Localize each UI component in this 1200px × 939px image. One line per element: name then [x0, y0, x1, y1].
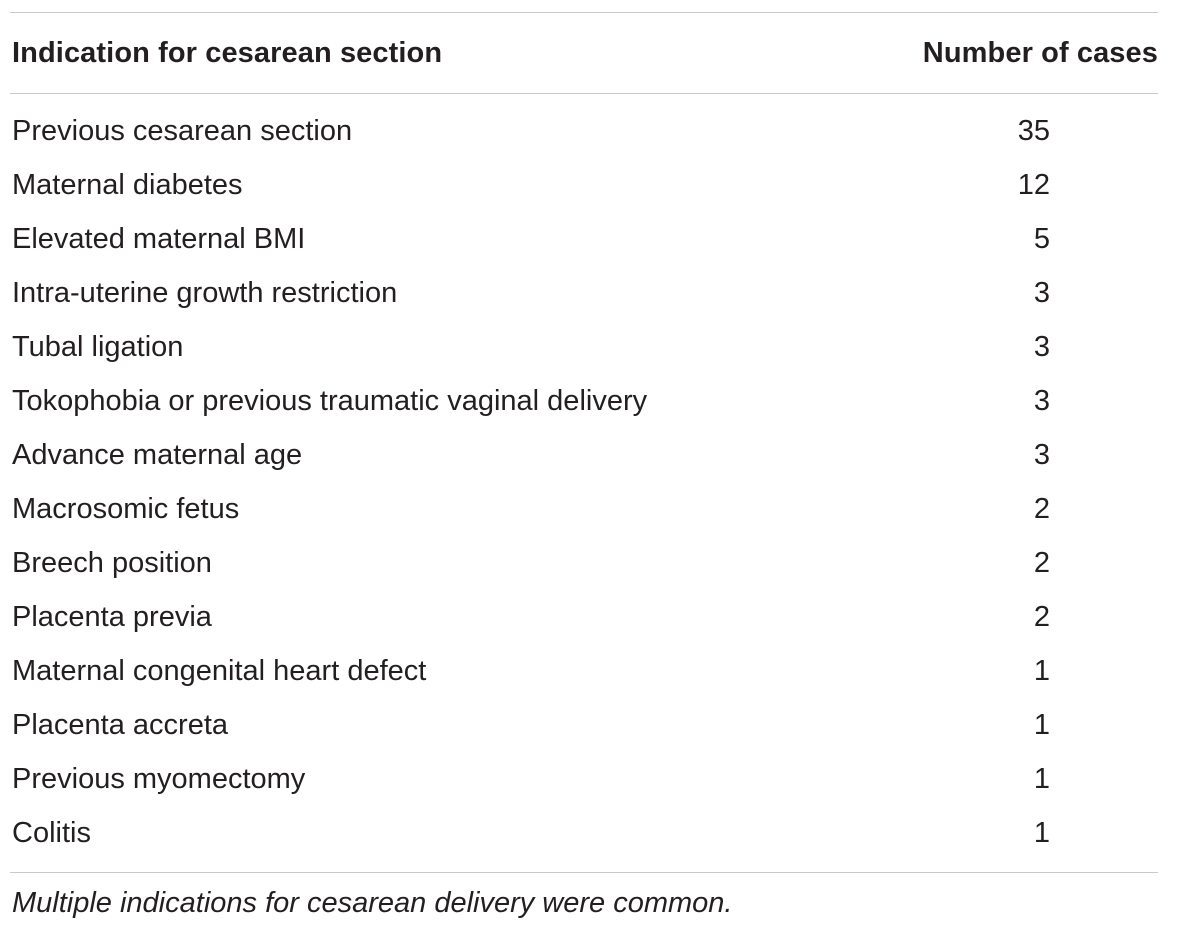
table-row: Elevated maternal BMI 5 [10, 212, 1158, 266]
table-row: Colitis 1 [10, 806, 1158, 860]
indication-cell: Tokophobia or previous traumatic vaginal… [12, 384, 648, 417]
table-header-row: Indication for cesarean section Number o… [10, 13, 1158, 93]
indication-cell: Tubal ligation [12, 330, 184, 363]
indication-cell: Breech position [12, 546, 212, 579]
table-row: Previous myomectomy 1 [10, 752, 1158, 806]
table-footnote: Multiple indications for cesarean delive… [12, 887, 733, 919]
count-cell: 3 [1033, 276, 1050, 309]
indication-cell: Elevated maternal BMI [12, 222, 306, 255]
table-row: Intra-uterine growth restriction 3 [10, 266, 1158, 320]
table-row: Previous cesarean section 35 [10, 104, 1158, 158]
indication-cell: Maternal diabetes [12, 168, 243, 201]
table-row: Placenta accreta 1 [10, 698, 1158, 752]
table-row: Advance maternal age 3 [10, 428, 1158, 482]
count-cell: 35 [1017, 114, 1050, 147]
count-cell: 12 [1017, 168, 1050, 201]
indication-cell: Advance maternal age [12, 438, 303, 471]
count-cell: 1 [1033, 816, 1050, 849]
indication-cell: Colitis [12, 816, 91, 849]
count-cell: 3 [1033, 384, 1050, 417]
indication-cell: Intra-uterine growth restriction [12, 276, 398, 309]
count-cell: 3 [1033, 330, 1050, 363]
indication-cell: Placenta previa [12, 600, 212, 633]
count-cell: 1 [1033, 762, 1050, 795]
indication-cell: Previous myomectomy [12, 762, 306, 795]
indication-cell: Macrosomic fetus [12, 492, 240, 525]
table-row: Breech position 2 [10, 536, 1158, 590]
table-row: Tokophobia or previous traumatic vaginal… [10, 374, 1158, 428]
indication-cell: Previous cesarean section [12, 114, 353, 147]
count-cell: 3 [1033, 438, 1050, 471]
count-cell: 5 [1033, 222, 1050, 255]
count-cell: 2 [1033, 600, 1050, 633]
table-top-rule [10, 12, 1158, 13]
header-number-of-cases: Number of cases [922, 36, 1158, 69]
table-header-rule [10, 93, 1158, 94]
table-row: Tubal ligation 3 [10, 320, 1158, 374]
table-row: Maternal congenital heart defect 1 [10, 644, 1158, 698]
table-row: Maternal diabetes 12 [10, 158, 1158, 212]
indication-cell: Placenta accreta [12, 708, 229, 741]
indication-cell: Maternal congenital heart defect [12, 654, 427, 687]
table-row: Macrosomic fetus 2 [10, 482, 1158, 536]
count-cell: 1 [1033, 654, 1050, 687]
count-cell: 2 [1033, 546, 1050, 579]
cesarean-indications-table: Indication for cesarean section Number o… [10, 0, 1158, 920]
table-row: Placenta previa 2 [10, 590, 1158, 644]
count-cell: 1 [1033, 708, 1050, 741]
table-body: Previous cesarean section 35 Maternal di… [10, 94, 1158, 872]
table-bottom-rule [10, 872, 1158, 873]
header-indication: Indication for cesarean section [12, 36, 443, 69]
count-cell: 2 [1033, 492, 1050, 525]
